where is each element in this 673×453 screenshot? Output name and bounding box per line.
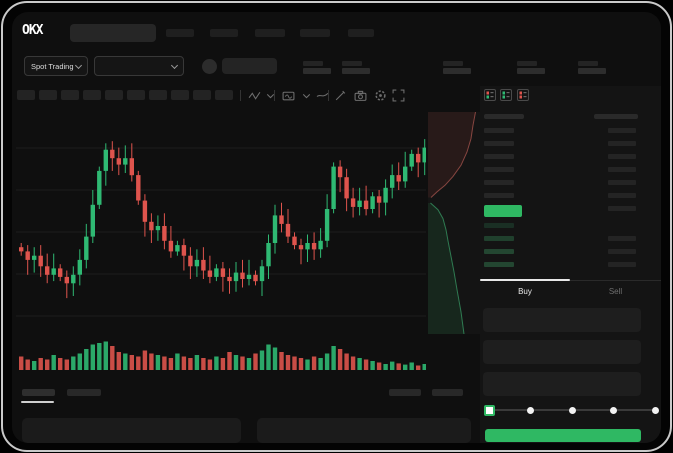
volume-chart bbox=[19, 341, 426, 370]
amount-row-placeholder bbox=[608, 236, 636, 241]
price-field-placeholder[interactable] bbox=[483, 308, 641, 332]
ask-row-placeholder[interactable] bbox=[484, 154, 514, 159]
slider-stop[interactable] bbox=[568, 406, 576, 414]
nav-item-placeholder[interactable] bbox=[300, 29, 330, 37]
bid-row-placeholder[interactable] bbox=[484, 223, 514, 228]
bid-row-placeholder[interactable] bbox=[484, 249, 514, 254]
interval-button-placeholder[interactable] bbox=[83, 90, 101, 100]
tab-buy[interactable]: Buy bbox=[518, 287, 532, 296]
history-tab-placeholder[interactable] bbox=[67, 389, 101, 396]
stat-label-placeholder bbox=[342, 61, 362, 66]
interval-button-placeholder[interactable] bbox=[17, 90, 35, 100]
ask-row-placeholder[interactable] bbox=[484, 180, 514, 185]
orders-content-placeholder bbox=[22, 418, 241, 443]
orderbook-price-header-placeholder bbox=[484, 114, 524, 119]
interval-button-placeholder[interactable] bbox=[61, 90, 79, 100]
slider-handle[interactable] bbox=[483, 404, 495, 416]
tab-sell[interactable]: Sell bbox=[608, 287, 623, 296]
book-asks-icon[interactable] bbox=[517, 89, 529, 101]
indicator-icon[interactable] bbox=[282, 89, 296, 103]
bottom-action-placeholder[interactable] bbox=[432, 389, 463, 396]
amount-row-placeholder bbox=[608, 154, 636, 159]
bid-row-placeholder[interactable] bbox=[484, 262, 514, 267]
stat-label-placeholder bbox=[578, 61, 598, 66]
total-field-placeholder[interactable] bbox=[483, 372, 641, 396]
amount-field-placeholder[interactable] bbox=[483, 340, 641, 364]
book-combined-icon[interactable] bbox=[484, 89, 496, 101]
orders-content-placeholder bbox=[257, 418, 471, 443]
coin-avatar bbox=[202, 59, 217, 74]
ask-row-placeholder[interactable] bbox=[484, 193, 514, 198]
interval-button-placeholder[interactable] bbox=[105, 90, 123, 100]
fullscreen-icon[interactable] bbox=[392, 89, 406, 103]
search-input[interactable] bbox=[70, 24, 156, 42]
bid-row-placeholder[interactable] bbox=[484, 236, 514, 241]
amount-row-placeholder bbox=[608, 193, 636, 198]
pair-dropdown[interactable] bbox=[94, 56, 184, 76]
stat-value-placeholder bbox=[517, 68, 545, 74]
okx-logo[interactable]: OKX bbox=[22, 23, 44, 38]
divider bbox=[328, 90, 329, 101]
nav-item-placeholder[interactable] bbox=[210, 29, 238, 37]
tabs-divider bbox=[480, 280, 661, 281]
divider bbox=[240, 90, 241, 101]
last-price-badge[interactable] bbox=[484, 205, 522, 217]
slider-stop[interactable] bbox=[651, 406, 659, 414]
amount-row-placeholder bbox=[608, 128, 636, 133]
bottom-action-placeholder[interactable] bbox=[389, 389, 421, 396]
candlestick-chart[interactable] bbox=[16, 110, 426, 336]
amount-row-placeholder bbox=[608, 167, 636, 172]
orders-tab-placeholder[interactable] bbox=[22, 389, 55, 396]
amount-row-placeholder bbox=[608, 249, 636, 254]
app-window: OKX Spot Trading Buy Sell bbox=[12, 12, 661, 443]
ask-row-placeholder[interactable] bbox=[484, 167, 514, 172]
buy-submit-button[interactable] bbox=[485, 429, 641, 442]
stat-label-placeholder bbox=[443, 61, 463, 66]
stat-value-placeholder bbox=[342, 68, 370, 74]
camera-icon[interactable] bbox=[354, 89, 368, 103]
nav-item-placeholder[interactable] bbox=[166, 29, 194, 37]
chevron-down-icon bbox=[75, 63, 81, 69]
interval-button-placeholder[interactable] bbox=[149, 90, 167, 100]
market-type-dropdown[interactable]: Spot Trading bbox=[24, 56, 88, 76]
book-bids-icon[interactable] bbox=[500, 89, 512, 101]
settings-icon[interactable] bbox=[374, 89, 388, 103]
interval-button-placeholder[interactable] bbox=[193, 90, 211, 100]
candle-type-icon[interactable] bbox=[248, 89, 262, 103]
chevron-down-icon bbox=[171, 63, 177, 69]
amount-row-placeholder bbox=[608, 262, 636, 267]
interval-button-placeholder[interactable] bbox=[39, 90, 57, 100]
bottom-active-tab-underline bbox=[21, 401, 54, 403]
interval-button-placeholder[interactable] bbox=[171, 90, 189, 100]
stat-value-placeholder bbox=[443, 68, 471, 74]
slider-stop[interactable] bbox=[527, 406, 534, 414]
interval-button-placeholder[interactable] bbox=[127, 90, 145, 100]
draw-icon[interactable] bbox=[334, 89, 348, 103]
stat-label-placeholder bbox=[517, 61, 537, 66]
stat-value-placeholder bbox=[303, 68, 331, 74]
ask-row-placeholder[interactable] bbox=[484, 141, 514, 146]
nav-item-placeholder[interactable] bbox=[255, 29, 285, 37]
nav-item-placeholder[interactable] bbox=[348, 29, 374, 37]
interval-button-placeholder[interactable] bbox=[215, 90, 233, 100]
divider bbox=[274, 90, 275, 101]
stat-value-placeholder bbox=[578, 68, 606, 74]
market-type-label: Spot Trading bbox=[31, 61, 74, 71]
active-tab-underline bbox=[480, 279, 570, 281]
ask-row-placeholder[interactable] bbox=[484, 128, 514, 133]
depth-chart bbox=[428, 112, 480, 334]
chevron-down-icon[interactable] bbox=[264, 89, 278, 103]
orderbook-amount-header-placeholder bbox=[594, 114, 638, 119]
chevron-down-icon[interactable] bbox=[300, 89, 314, 103]
amount-row-placeholder bbox=[608, 206, 636, 211]
pair-name-placeholder bbox=[222, 58, 277, 74]
amount-row-placeholder bbox=[608, 180, 636, 185]
line-tool-icon[interactable] bbox=[316, 89, 330, 103]
amount-row-placeholder bbox=[608, 141, 636, 146]
stat-label-placeholder bbox=[303, 61, 323, 66]
slider-stop[interactable] bbox=[610, 406, 617, 414]
